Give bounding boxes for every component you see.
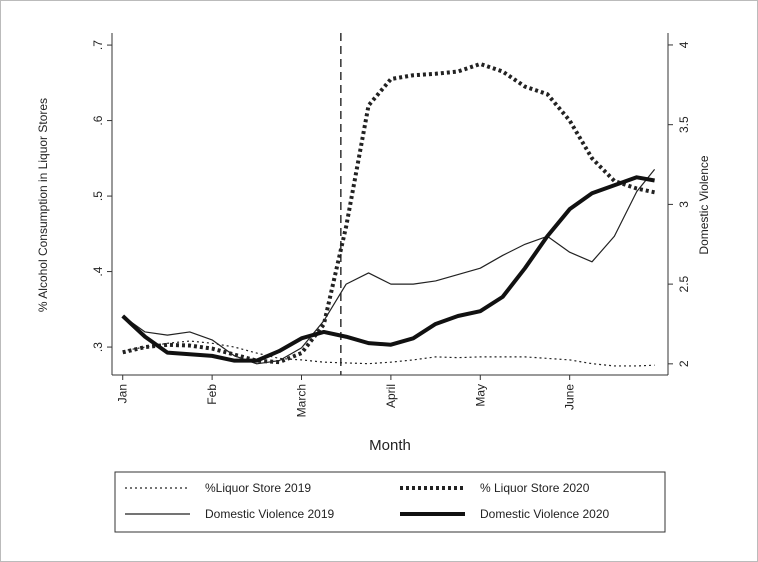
- y-tick-label: .7: [91, 40, 105, 50]
- x-tick-label: March: [295, 384, 309, 417]
- legend-label: % Liquor Store 2020: [480, 481, 590, 495]
- y-tick-label: .3: [91, 342, 105, 352]
- y-tick-label: .6: [91, 115, 105, 125]
- y2-tick-label: 2.5: [677, 275, 691, 292]
- x-tick-label: Jan: [116, 384, 130, 403]
- legend: [114, 471, 666, 533]
- x-tick-label: April: [384, 384, 398, 408]
- x-tick-label: Feb: [205, 384, 219, 405]
- legend-label: Domestic Violence 2020: [480, 507, 610, 521]
- legend-label: %Liquor Store 2019: [205, 481, 311, 495]
- y2-tick-label: 3: [677, 201, 691, 208]
- y2-tick-label: 3.5: [677, 116, 691, 133]
- y-axis-label: % Alcohol Consumption in Liquor Stores: [36, 98, 50, 312]
- x-axis-label: Month: [369, 437, 411, 454]
- x-tick-label: May: [473, 384, 487, 407]
- y-tick-label: .4: [91, 266, 105, 276]
- legend-label: Domestic Violence 2019: [205, 507, 335, 521]
- series-line: [122, 168, 656, 365]
- series-line: [122, 61, 656, 365]
- y2-axis-label: Domestic Violence: [697, 155, 711, 254]
- y2-tick-label: 2: [677, 360, 691, 367]
- y2-tick-label: 4: [677, 41, 691, 48]
- series-line: [122, 340, 655, 367]
- y-tick-label: .5: [91, 191, 105, 201]
- series-line: [121, 175, 655, 363]
- x-tick-label: June: [563, 384, 577, 410]
